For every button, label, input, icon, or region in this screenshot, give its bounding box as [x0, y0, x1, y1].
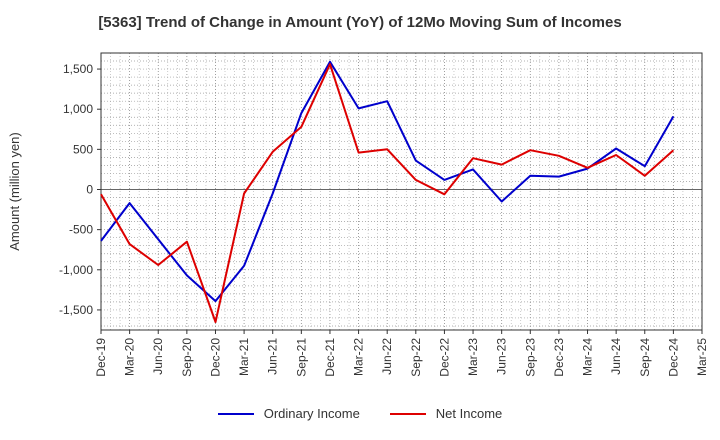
y-tick-label: 1,000 — [63, 102, 93, 116]
legend-item-ordinary-income: Ordinary Income — [217, 406, 360, 421]
y-tick-label: -1,500 — [59, 303, 93, 317]
y-tick-label: 500 — [73, 142, 93, 156]
x-tick-label: Dec-23 — [552, 338, 566, 377]
x-tick-label: Dec-22 — [437, 338, 451, 377]
legend-swatch-ordinary-income — [217, 412, 254, 415]
y-tick-label: 0 — [86, 182, 93, 196]
plot-frame — [100, 52, 703, 331]
series-line-net-income — [100, 63, 675, 323]
x-tick-label: Jun-24 — [609, 338, 623, 375]
chart-title: [5363] Trend of Change in Amount (YoY) o… — [98, 14, 622, 31]
legend: Ordinary Income Net Income — [0, 406, 720, 421]
x-tick-label: Jun-21 — [266, 338, 280, 375]
legend-label-net-income: Net Income — [435, 406, 503, 421]
x-tick-label: Jun-22 — [380, 338, 394, 375]
x-tick-label: Sep-24 — [638, 338, 652, 377]
x-tick-label: Sep-23 — [523, 338, 537, 377]
y-ticks: -1,500 -1,000 -500 0 500 1,000 1,500 — [59, 62, 101, 317]
x-tick-label: Jun-23 — [495, 338, 509, 375]
x-tick-label: Dec-19 — [94, 338, 108, 377]
x-tick-label: Mar-20 — [123, 338, 137, 376]
x-tick-label: Dec-24 — [666, 338, 680, 377]
x-tick-label: Dec-20 — [208, 338, 222, 377]
x-tick-label: Mar-22 — [352, 338, 366, 376]
x-tick-label: Sep-22 — [409, 338, 423, 377]
x-tick-label: Mar-24 — [581, 338, 595, 376]
y-tick-label: -1,000 — [59, 263, 93, 277]
legend-label-ordinary-income: Ordinary Income — [263, 406, 360, 421]
grid — [100, 52, 703, 330]
x-ticks: Dec-19 Mar-20 Jun-20 Sep-20 Dec-20 Mar-21 Jun-… — [94, 330, 709, 377]
x-tick-label: Sep-21 — [294, 338, 308, 377]
legend-swatch-net-income — [389, 412, 426, 415]
y-axis-label: Amount (million yen) — [7, 132, 22, 251]
x-tick-label: Jun-20 — [151, 338, 165, 375]
series-lines — [100, 60, 675, 323]
x-tick-label: Sep-20 — [180, 338, 194, 377]
y-tick-label: 1,500 — [63, 62, 93, 76]
legend-item-net-income: Net Income — [389, 406, 503, 421]
series-line-ordinary-income — [100, 60, 675, 303]
x-tick-label: Mar-23 — [466, 338, 480, 376]
x-tick-label: Mar-25 — [695, 338, 709, 376]
y-tick-label: -500 — [69, 223, 93, 237]
x-tick-label: Dec-21 — [323, 338, 337, 377]
x-tick-label: Mar-21 — [237, 338, 251, 376]
